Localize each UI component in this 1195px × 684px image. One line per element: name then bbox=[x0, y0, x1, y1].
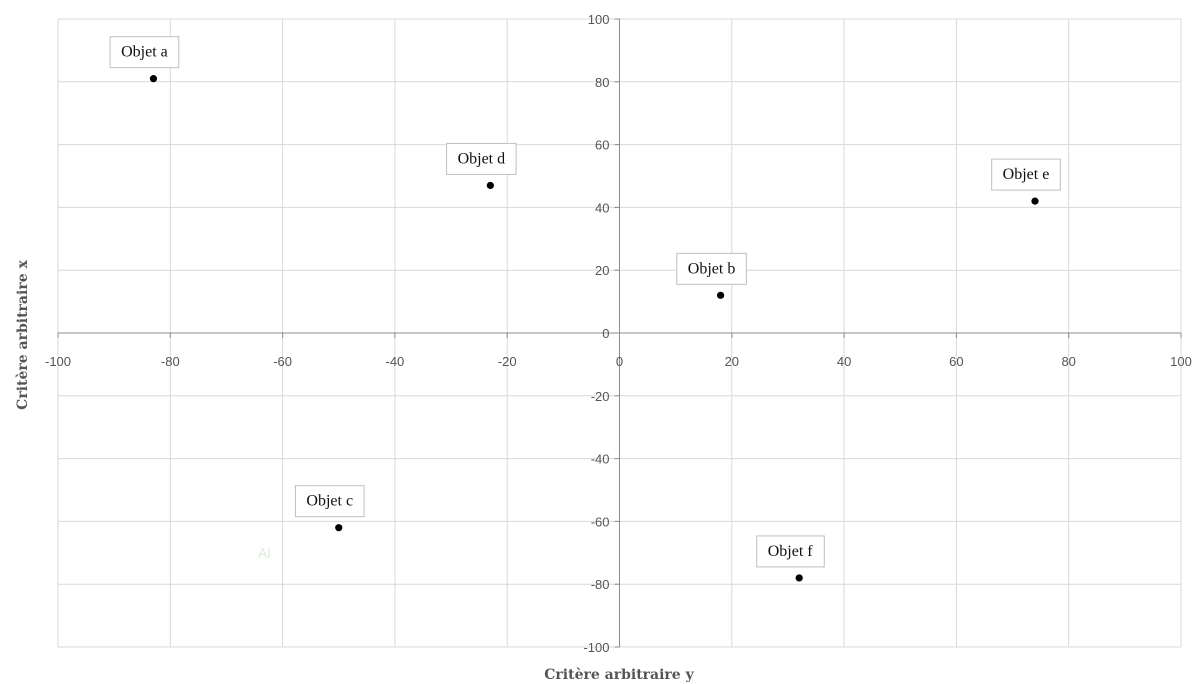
y-tick-label: 100 bbox=[588, 12, 610, 27]
data-point bbox=[795, 574, 803, 582]
data-point bbox=[335, 524, 343, 532]
x-tick-label: 100 bbox=[1170, 354, 1192, 369]
stray-text: Al bbox=[258, 545, 270, 561]
data-label: Objet d bbox=[446, 142, 517, 175]
tick-labels: -100 -80 -60 -40 -20 0 20 40 60 80 100 -100 -80 -60 -4… bbox=[45, 12, 1192, 655]
data-label-box bbox=[446, 142, 517, 175]
x-tick-label: 0 bbox=[616, 354, 623, 369]
data-points bbox=[149, 75, 1039, 582]
data-point bbox=[716, 291, 725, 299]
y-tick-label: 0 bbox=[602, 326, 609, 341]
x-tick-label: 80 bbox=[1061, 354, 1075, 369]
data-label-text: Objet c bbox=[306, 493, 353, 510]
x-tick-label: 20 bbox=[725, 354, 739, 369]
y-tick-label: -60 bbox=[591, 514, 610, 529]
x-tick-label: -60 bbox=[273, 354, 292, 369]
data-label-box bbox=[991, 158, 1061, 191]
data-label-text: Objet a bbox=[121, 44, 168, 61]
data-label-text: Objet e bbox=[1003, 166, 1050, 183]
x-tick-label: -20 bbox=[498, 354, 517, 369]
data-label: Objet b bbox=[676, 252, 747, 285]
y-tick-label: -100 bbox=[583, 640, 609, 655]
data-label: Objet a bbox=[109, 36, 180, 69]
data-label: Objet c bbox=[294, 485, 365, 518]
x-tick-label: 40 bbox=[837, 354, 851, 369]
x-axis-title: Critère arbitraire y bbox=[544, 667, 694, 683]
data-label-text: Objet d bbox=[458, 150, 506, 167]
y-tick-label: -40 bbox=[591, 452, 610, 467]
data-label-box bbox=[109, 36, 180, 69]
y-tick-label: 80 bbox=[595, 75, 609, 90]
data-point bbox=[149, 75, 158, 83]
y-tick-label: 60 bbox=[595, 138, 609, 153]
data-label-box bbox=[756, 535, 825, 568]
data-label-box bbox=[676, 252, 747, 285]
data-point bbox=[486, 181, 494, 190]
data-label-text: Objet b bbox=[688, 260, 736, 277]
data-labels: Objet a Objet d Objet e Objet b Objet c Objet… bbox=[109, 36, 1061, 568]
data-point bbox=[1031, 197, 1039, 205]
data-label: Objet f bbox=[756, 535, 825, 568]
x-tick-label: -80 bbox=[161, 354, 180, 369]
data-label-box bbox=[294, 485, 365, 518]
y-tick-label: 20 bbox=[595, 263, 609, 278]
y-tick-label: -80 bbox=[591, 577, 610, 592]
x-tick-label: -40 bbox=[386, 354, 405, 369]
y-axis-title: Critère arbitraire x bbox=[15, 260, 31, 410]
y-tick-label: -20 bbox=[591, 389, 610, 404]
data-label: Objet e bbox=[991, 158, 1061, 191]
x-tick-label: 60 bbox=[949, 354, 963, 369]
y-tick-label: 40 bbox=[595, 200, 609, 215]
x-tick-label: -100 bbox=[45, 354, 71, 369]
axes bbox=[57, 18, 1182, 648]
data-label-text: Objet f bbox=[768, 543, 814, 560]
